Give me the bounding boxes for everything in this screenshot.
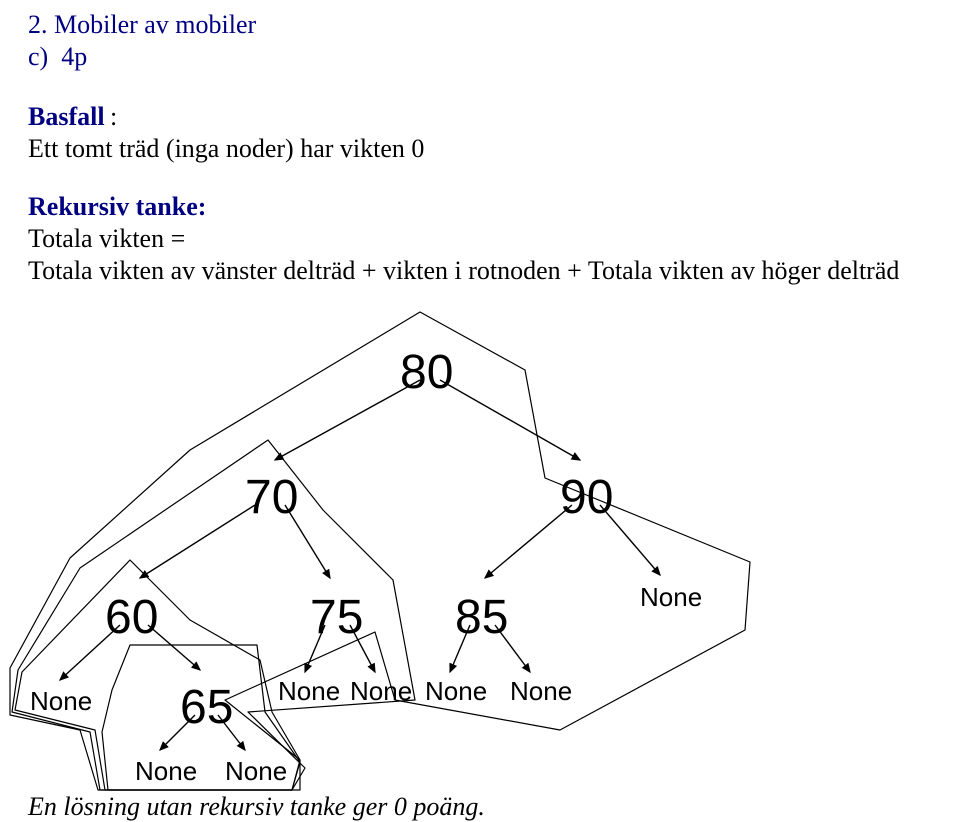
tree-leaf-none: None	[225, 756, 287, 787]
tree-edge	[440, 380, 580, 460]
tree-edge	[275, 380, 420, 460]
tree-edge	[485, 505, 572, 578]
tree-leaf-none: None	[350, 676, 412, 707]
tree-node-90: 90	[560, 470, 613, 525]
tree-node-65: 65	[180, 680, 233, 735]
tree-node-60: 60	[105, 590, 158, 645]
tree-node-80: 80	[400, 345, 453, 400]
tree-node-75: 75	[310, 590, 363, 645]
tree-leaf-none: None	[510, 676, 572, 707]
tree-leaf-none: None	[640, 582, 702, 613]
tree-leaf-none: None	[425, 676, 487, 707]
tree-node-70: 70	[245, 470, 298, 525]
page-root: 2. Mobiler av mobiler c) 4p Basfall : Et…	[0, 0, 960, 819]
tree-leaf-none: None	[135, 756, 197, 787]
tree-leaf-none: None	[278, 676, 340, 707]
footer-text: En lösning utan rekursiv tanke ger 0 poä…	[28, 792, 485, 822]
tree-leaf-none: None	[30, 686, 92, 717]
tree-node-85: 85	[455, 590, 508, 645]
